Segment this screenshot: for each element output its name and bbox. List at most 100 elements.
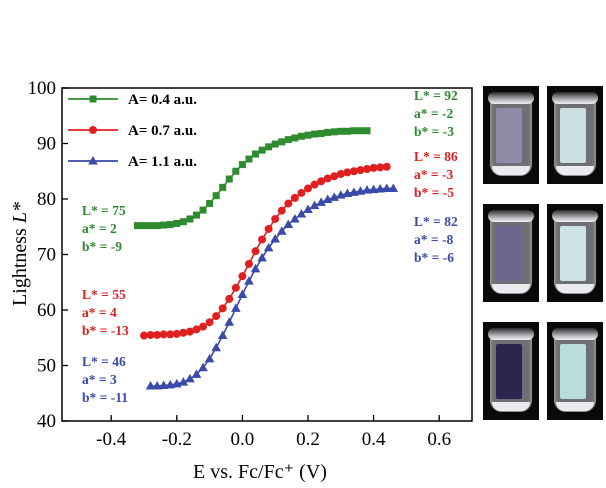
lab-annotation: L* = 82 a* = -8 b* = -6	[414, 214, 458, 265]
annotation-line: b* = -11	[82, 390, 128, 405]
data-point	[218, 304, 227, 313]
data-point	[238, 161, 246, 169]
y-tick-label: 40	[37, 411, 56, 432]
data-point	[231, 283, 240, 292]
y-tick-label: 60	[37, 300, 56, 321]
data-point	[147, 222, 155, 230]
data-point	[238, 272, 247, 281]
data-point	[219, 183, 227, 191]
data-point	[173, 219, 181, 227]
data-point	[178, 377, 189, 386]
vial-photo	[483, 204, 539, 302]
film-sample	[560, 108, 586, 163]
data-point	[381, 183, 392, 192]
vial-photo	[547, 322, 603, 420]
data-point	[264, 224, 273, 233]
data-point	[330, 128, 338, 136]
data-point	[159, 330, 168, 339]
data-point	[322, 194, 333, 204]
data-point	[284, 136, 292, 144]
vial-rim	[552, 210, 598, 222]
data-point	[152, 381, 162, 390]
data-point	[297, 188, 306, 197]
data-point	[258, 146, 266, 154]
data-point	[343, 168, 352, 177]
data-point	[278, 138, 286, 146]
data-point	[271, 214, 280, 223]
data-point	[257, 252, 267, 262]
data-point	[376, 163, 385, 172]
data-point	[363, 127, 371, 135]
data-point	[225, 294, 234, 303]
data-point	[330, 172, 339, 181]
data-point	[140, 222, 148, 230]
vial-photo	[483, 86, 539, 184]
data-point	[166, 330, 175, 339]
data-point	[309, 200, 320, 210]
data-point	[172, 329, 181, 338]
data-point	[146, 330, 155, 339]
vial-base	[492, 402, 530, 411]
data-point	[245, 155, 253, 163]
annotation-line: b* = -9	[82, 239, 122, 254]
y-tick-label: 50	[37, 356, 56, 377]
data-point	[283, 219, 294, 229]
data-point	[231, 303, 241, 312]
vial-base	[556, 166, 594, 175]
annotation-line: a* = -3	[414, 167, 453, 182]
data-point	[375, 184, 385, 193]
plot-frame	[61, 87, 473, 422]
film-sample	[496, 344, 522, 399]
data-point	[336, 170, 345, 179]
data-point	[244, 276, 254, 285]
y-tick-label: 90	[37, 134, 56, 155]
data-point	[217, 330, 228, 340]
data-point	[388, 183, 399, 192]
film-sample	[496, 226, 522, 281]
data-point	[206, 199, 214, 207]
data-point	[153, 222, 161, 230]
legend-marker	[89, 126, 97, 134]
data-point	[270, 233, 280, 243]
film-sample	[560, 226, 586, 281]
data-point	[265, 143, 273, 151]
film-sample	[496, 108, 522, 163]
annotation-line: L* = 46	[82, 354, 126, 369]
annotation-line: b* = -13	[82, 323, 129, 338]
legend-label: A= 1.1 a.u.	[128, 154, 197, 170]
data-point	[296, 208, 307, 218]
data-point	[356, 127, 364, 135]
film-sample	[560, 344, 586, 399]
y-axis-title: Lightness L*	[9, 202, 31, 306]
data-point	[323, 174, 332, 183]
data-point	[349, 167, 358, 176]
annotation-line: L* = 86	[414, 149, 458, 164]
data-point	[179, 328, 188, 337]
data-point	[258, 235, 267, 244]
annotation-line: L* = 55	[82, 287, 126, 302]
data-point	[211, 342, 221, 352]
data-point	[337, 127, 345, 135]
vial-photo	[547, 86, 603, 184]
legend-label: A= 0.4 a.u.	[128, 92, 197, 108]
legend-marker	[89, 95, 97, 103]
data-point	[290, 193, 299, 202]
data-point	[232, 167, 240, 175]
lab-annotation: L* = 92 a* = -2 b* = -3	[414, 88, 458, 139]
data-point	[179, 218, 187, 226]
series-1	[133, 127, 371, 230]
legend-label: A= 0.7 a.u.	[128, 123, 197, 139]
data-point	[252, 150, 260, 158]
annotation-line: a* = 4	[82, 305, 117, 320]
vial-base	[492, 284, 530, 293]
data-point	[304, 131, 312, 139]
annotations: L* = 75 a* = 2 b* = -9 L* = 55 a* = 4 b* = -1…	[82, 88, 458, 405]
vial-photo-grid	[483, 86, 605, 426]
x-tick-label: -0.2	[162, 429, 192, 450]
data-point	[251, 247, 260, 256]
lab-annotation: L* = 55 a* = 4 b* = -13	[82, 287, 129, 338]
data-point	[324, 128, 332, 136]
data-point	[291, 134, 299, 142]
data-point	[369, 163, 378, 172]
